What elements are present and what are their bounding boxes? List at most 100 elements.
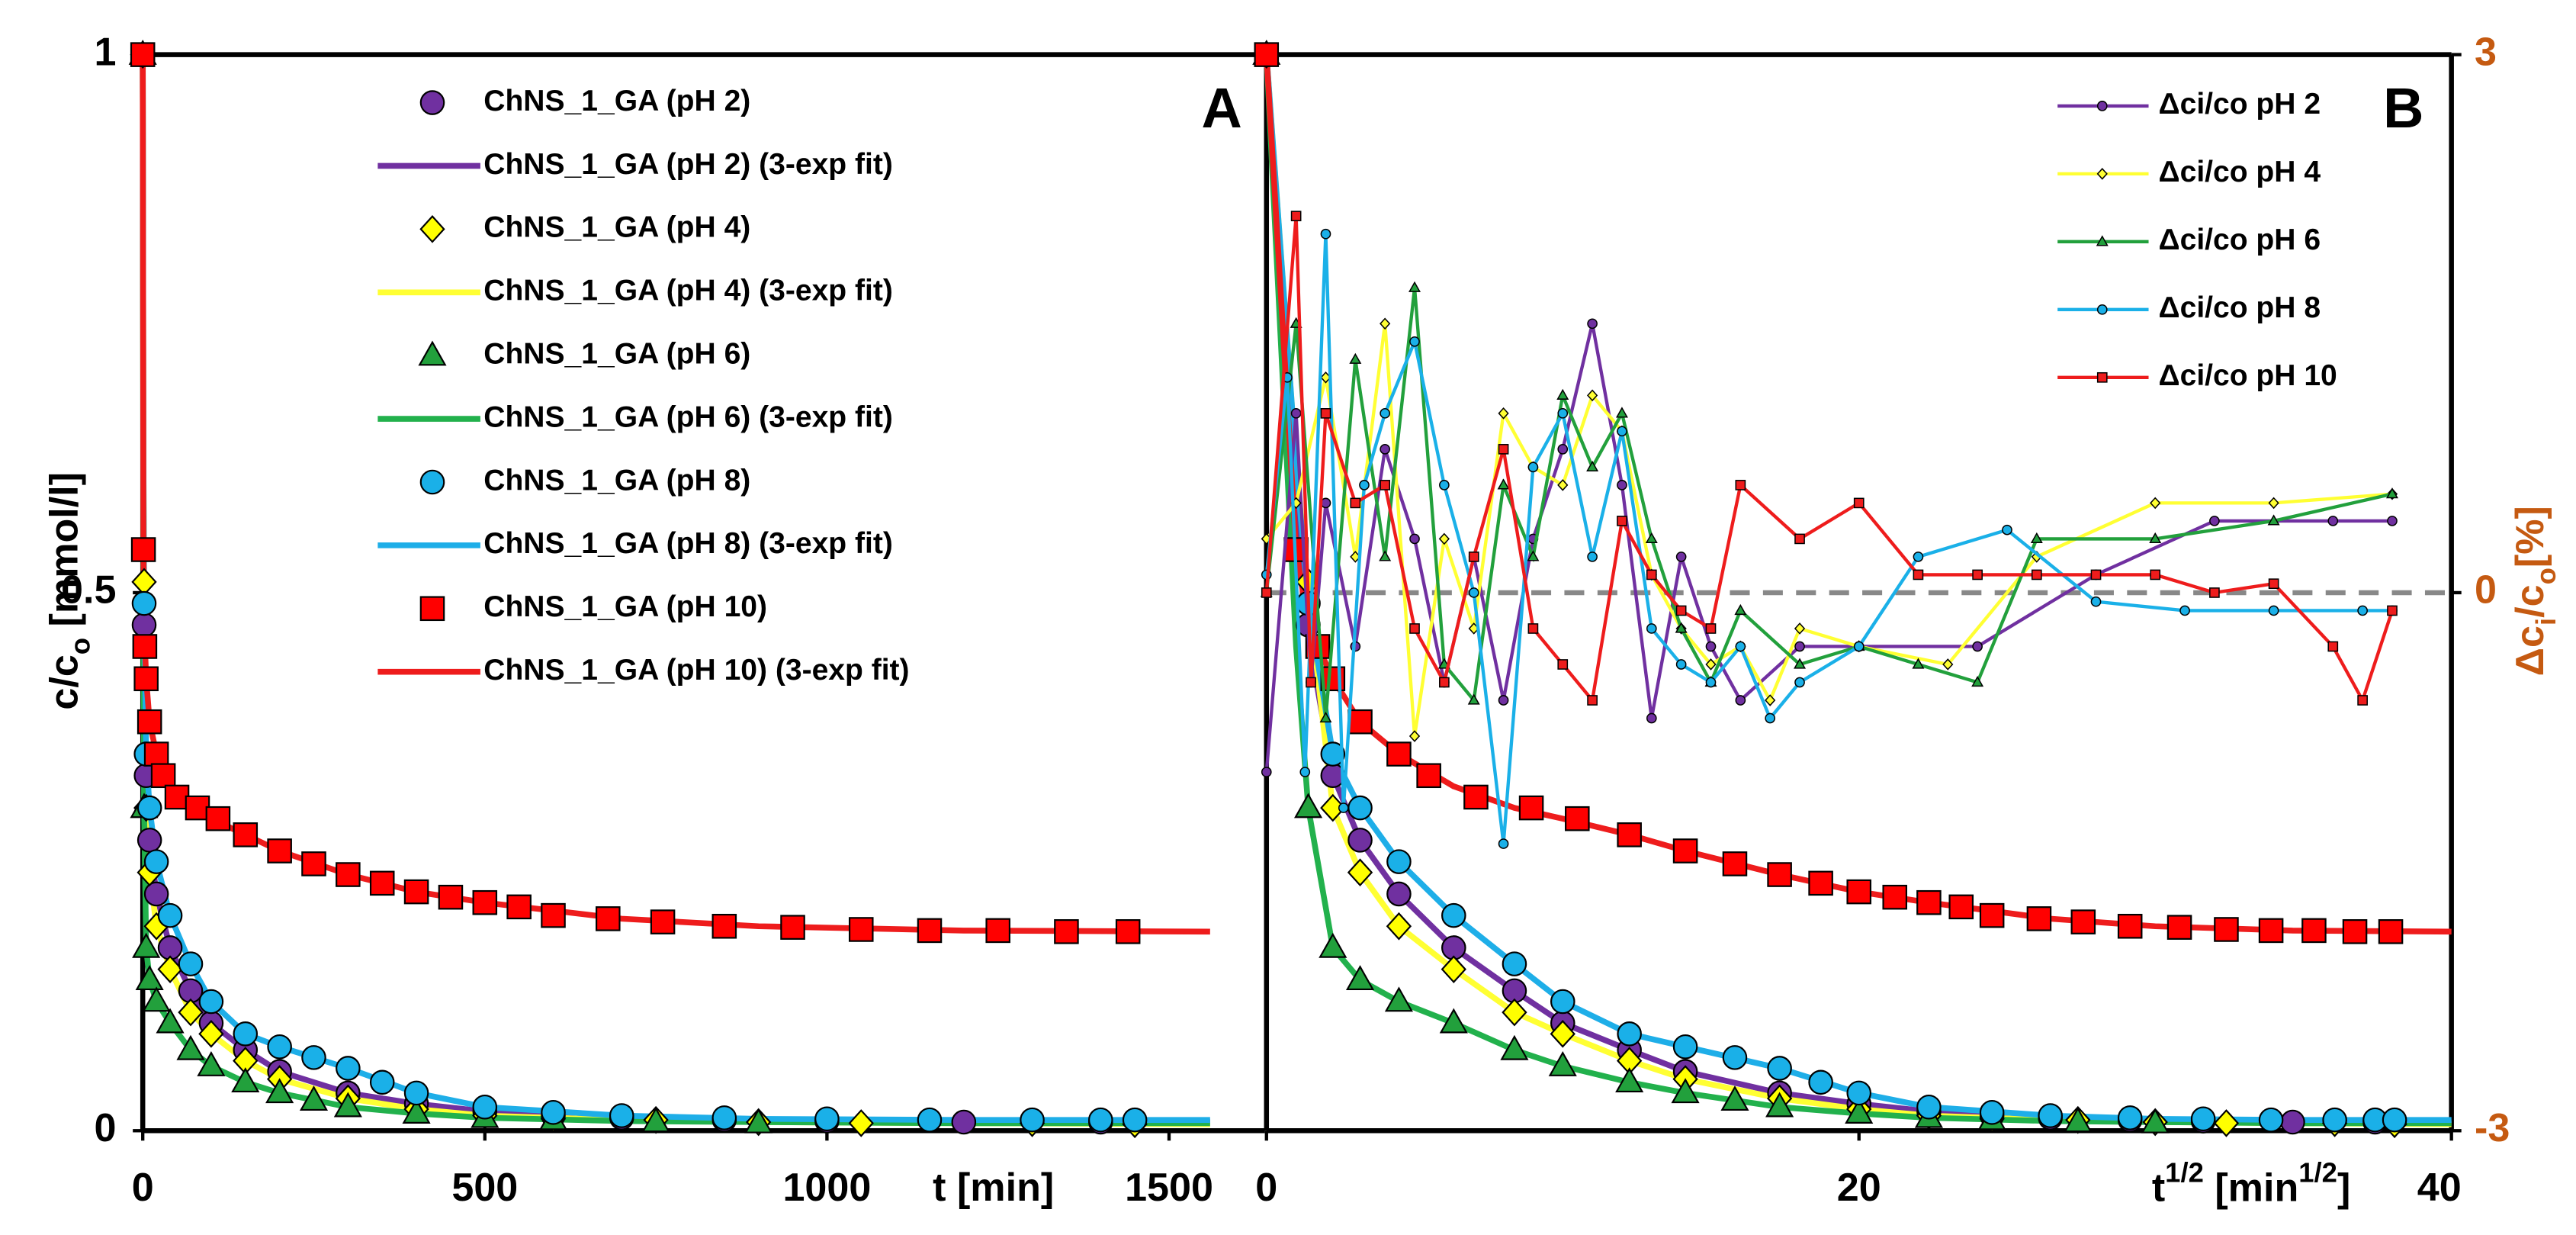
y-axis-label: c/co [mmol/l] (42, 472, 95, 710)
legend-marker (419, 469, 445, 495)
data-point (1261, 587, 1272, 598)
data-point (2387, 605, 2398, 616)
data-point (1557, 444, 1569, 455)
data-point (1557, 659, 1569, 670)
data-point (1972, 641, 1983, 652)
data-point (1320, 228, 1331, 240)
data-point (1556, 388, 1569, 400)
data-point (205, 806, 231, 831)
data-point (1672, 1034, 1698, 1060)
data-point (1557, 479, 1569, 491)
data-point (2038, 1103, 2063, 1128)
data-point (1646, 623, 1657, 634)
data-point (985, 918, 1010, 944)
legend-marker (419, 90, 445, 115)
data-point (267, 838, 292, 864)
x-tick-label: 40 (2417, 1166, 2462, 1210)
data-point (1587, 552, 1598, 562)
data-point (1380, 317, 1391, 330)
data-point (848, 1109, 874, 1137)
data-point (1705, 658, 1717, 671)
series-line (1264, 216, 2395, 705)
data-point (2209, 587, 2220, 598)
data-point (2327, 516, 2339, 526)
legend-label: ChNS_1_GA (pH 4) (483, 211, 750, 244)
y2-tick-label: 0 (2475, 568, 2497, 613)
data-point (142, 986, 171, 1012)
data-point (143, 881, 169, 907)
data-point (1565, 806, 1590, 831)
data-point (1299, 767, 1311, 777)
legend-label: ChNS_1_GA (pH 8) (483, 464, 750, 497)
x-tick-label: 0 (1255, 1166, 1277, 1210)
data-point (1379, 550, 1392, 561)
data-point (1808, 870, 1833, 896)
data-point (2141, 1108, 2170, 1134)
data-point (1261, 767, 1272, 777)
data-point (336, 1056, 361, 1081)
x-tick-label: 0 (132, 1166, 154, 1210)
data-point (1916, 1094, 1942, 1120)
data-point (1671, 1078, 1700, 1104)
data-point (1722, 851, 1748, 876)
data-point (1347, 709, 1373, 735)
data-point (1306, 677, 1316, 688)
data-point (1722, 1045, 1748, 1070)
data-point (1735, 695, 1746, 706)
data-point (1794, 641, 1805, 652)
data-point (2026, 906, 2052, 931)
data-point (1380, 480, 1391, 490)
data-point (1767, 1056, 1792, 1081)
data-point (1550, 1019, 1575, 1048)
y2-axis-label-part: o (2530, 568, 2562, 584)
data-point (2117, 1105, 2143, 1130)
x-axis-label-part: [min (2204, 1166, 2298, 1210)
data-point (2150, 569, 2161, 581)
data-point (176, 1034, 205, 1060)
data-point (1794, 658, 1807, 669)
y-tick-label: 1 (95, 30, 117, 74)
data-point (917, 918, 943, 944)
data-point (156, 1008, 185, 1034)
data-point (1439, 677, 1450, 688)
data-point (1617, 822, 1642, 847)
data-point (1586, 460, 1599, 471)
x-axis-label-part: ] (2337, 1166, 2350, 1210)
data-point (1846, 879, 1872, 905)
data-point (137, 828, 162, 853)
data-point (2090, 569, 2102, 581)
panel-label: A (1202, 76, 1242, 140)
legend-label: Δci/co pH 2 (2159, 88, 2321, 121)
data-point (1972, 569, 1983, 581)
data-point (1439, 1008, 1468, 1034)
data-point (130, 42, 156, 67)
data-point (1971, 675, 1984, 687)
data-point (1380, 444, 1391, 455)
data-point (1675, 659, 1687, 670)
x-axis-label-part: 1/2 (2298, 1157, 2337, 1188)
data-point (1498, 838, 1509, 849)
legend-label: ChNS_1_GA (pH 6) (3-exp fit) (483, 400, 893, 433)
legend-label: ChNS_1_GA (pH 2) (483, 85, 750, 117)
data-point (1416, 763, 1441, 789)
data-point (1765, 712, 1776, 724)
data-point (1853, 641, 1865, 652)
data-point (1617, 480, 1627, 490)
data-point (814, 1106, 840, 1132)
data-point (1386, 849, 1412, 874)
legend-marker (419, 596, 445, 622)
y2-axis-label-part: [%] (2508, 506, 2552, 568)
data-point (2301, 918, 2327, 944)
data-point (1587, 318, 1598, 330)
data-point (1463, 784, 1489, 810)
data-point (596, 906, 621, 931)
legend-label: Δci/co pH 6 (2159, 224, 2321, 256)
data-point (1347, 858, 1373, 887)
data-point (1794, 533, 1805, 545)
data-point (198, 989, 224, 1015)
data-point (1705, 623, 1717, 634)
data-point (369, 1069, 395, 1095)
data-point (1386, 912, 1412, 941)
data-point (135, 965, 164, 991)
data-point (1468, 552, 1479, 562)
